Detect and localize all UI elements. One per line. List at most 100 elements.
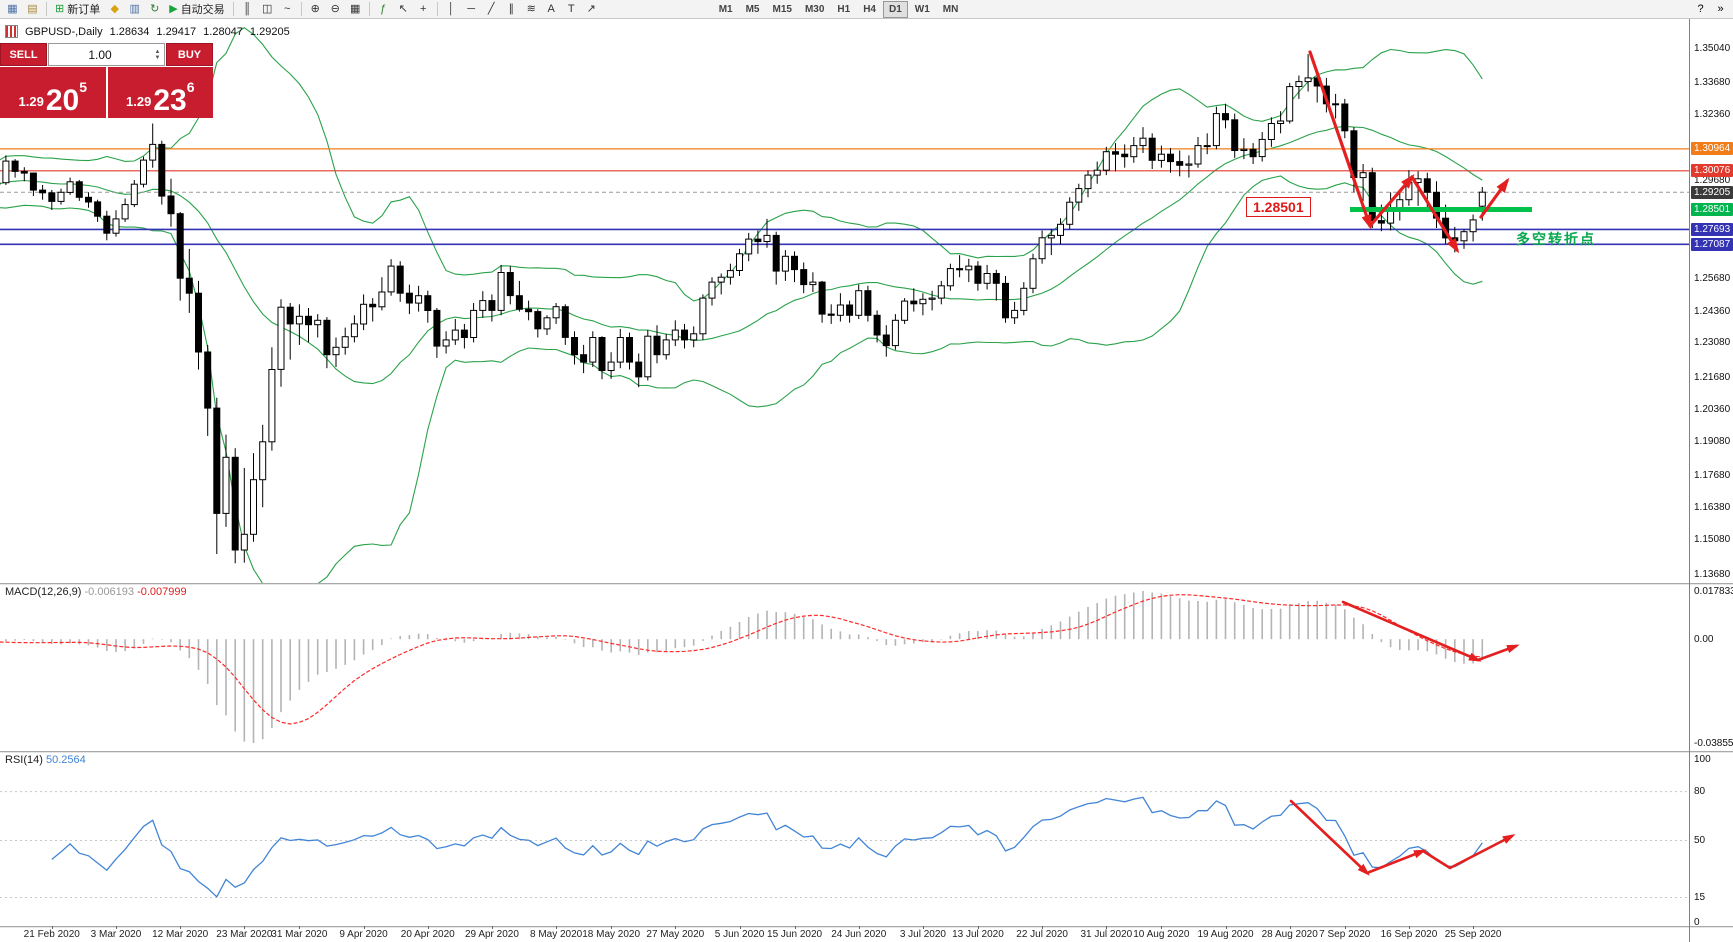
macd-pane xyxy=(0,591,1520,743)
vertical-line-button[interactable]: │ xyxy=(442,1,461,18)
macd-indicator-label: MACD(12,26,9) -0.006193 -0.007999 xyxy=(5,586,187,598)
charts-list-button[interactable]: ▥ xyxy=(125,1,144,18)
time-tick xyxy=(491,926,493,929)
timeframe-button-d1[interactable]: D1 xyxy=(883,0,908,18)
chart-header: GBPUSD-,Daily 1.28634 1.29417 1.28047 1.… xyxy=(5,25,290,38)
main-annotations xyxy=(1308,50,1532,254)
new-order-label: 新订单 xyxy=(67,4,101,16)
timeframe-button-h1[interactable]: H1 xyxy=(831,1,856,18)
bar-chart-button[interactable]: ║ xyxy=(238,1,257,18)
volume-spinner[interactable]: ▲ ▼ xyxy=(151,49,164,61)
buy-button[interactable]: BUY xyxy=(166,43,213,66)
time-label: 3 Jul 2020 xyxy=(899,929,946,940)
price-badge: 1.27693 xyxy=(1691,222,1733,236)
price-level-callout[interactable]: 1.28501 xyxy=(1246,197,1311,217)
pane-dividers xyxy=(0,583,1733,928)
zoom-out-button[interactable]: ⊖ xyxy=(326,1,345,18)
time-label: 31 Mar 2020 xyxy=(271,929,328,940)
line-chart-button[interactable]: ~ xyxy=(278,1,297,18)
time-label: 12 Mar 2020 xyxy=(152,929,209,940)
crosshair-button[interactable]: + xyxy=(414,1,433,18)
sell-price-major: 1.29 xyxy=(18,94,44,109)
new-order-button[interactable]: ⊞ 新订单 xyxy=(51,1,104,18)
charts-list-icon: ▥ xyxy=(129,2,140,15)
refresh-button[interactable]: ↻ xyxy=(145,1,164,18)
buy-price-point: 6 xyxy=(186,79,195,95)
candlestick-chart-button[interactable]: ◫ xyxy=(258,1,277,18)
ohlc-high: 1.29417 xyxy=(156,25,197,38)
price-badge: 1.30076 xyxy=(1691,164,1733,178)
equidistant-channel-button[interactable]: ∥ xyxy=(502,1,521,18)
sell-button[interactable]: SELL xyxy=(0,43,47,66)
fibonacci-button[interactable]: ≋ xyxy=(522,1,541,18)
price-tick: 1.17680 xyxy=(1694,470,1731,482)
rsi-scale-tick: 15 xyxy=(1694,892,1706,904)
trendline-button[interactable]: ╱ xyxy=(482,1,501,18)
trendline-icon: ╱ xyxy=(487,2,495,15)
time-tick xyxy=(1289,926,1291,929)
profiles-button[interactable]: ▤ xyxy=(23,1,42,18)
time-tick xyxy=(1408,926,1410,929)
rsi-scale-tick: 0 xyxy=(1694,916,1700,928)
time-scale[interactable]: 21 Feb 2020 3 Mar 2020 12 Mar 2020 23 Mar 2… xyxy=(0,926,1689,942)
vertical-line-icon: │ xyxy=(447,2,455,15)
tile-windows-button[interactable]: ▦ xyxy=(346,1,365,18)
price-tick: 1.15080 xyxy=(1694,534,1731,546)
expert-advisors-button[interactable]: ◆ xyxy=(105,1,124,18)
arrow-tool-button[interactable]: ↗ xyxy=(582,1,601,18)
price-tick: 1.24360 xyxy=(1694,305,1731,317)
indicators-button[interactable]: ƒ xyxy=(374,1,393,18)
spinner-up-icon[interactable]: ▲ xyxy=(154,48,161,55)
price-tick: 1.32360 xyxy=(1694,109,1731,121)
time-tick xyxy=(611,926,613,929)
horizontal-line-button[interactable]: ─ xyxy=(462,1,481,18)
text-label-button[interactable]: T xyxy=(562,1,581,18)
spinner-down-icon[interactable]: ▼ xyxy=(154,54,161,61)
volume-value: 1.00 xyxy=(88,47,112,62)
buy-price-display[interactable]: 1.29 23 6 xyxy=(107,67,213,118)
new-chart-button[interactable]: ▦ xyxy=(3,1,22,18)
cursor-button[interactable]: ↖ xyxy=(394,1,413,18)
price-tick: 1.20360 xyxy=(1694,404,1731,416)
timeframe-button-w1[interactable]: W1 xyxy=(909,1,936,18)
help-button[interactable]: ? xyxy=(1691,1,1710,18)
zoom-in-button[interactable]: ⊕ xyxy=(306,1,325,18)
arrow-tool-icon: ↗ xyxy=(586,2,596,15)
trade-controls-row: SELL 1.00 ▲ ▼ BUY xyxy=(0,43,213,66)
volume-input[interactable]: 1.00 ▲ ▼ xyxy=(48,43,165,66)
time-label: 3 Mar 2020 xyxy=(90,929,142,940)
time-label: 27 May 2020 xyxy=(646,929,705,940)
price-badge: 1.27087 xyxy=(1691,237,1733,251)
chart-window[interactable]: GBPUSD-,Daily 1.28634 1.29417 1.28047 1.… xyxy=(0,19,1733,942)
timeframe-button-m1[interactable]: M1 xyxy=(713,1,739,18)
sell-price-display[interactable]: 1.29 20 5 xyxy=(0,67,106,118)
timeframe-button-mn[interactable]: MN xyxy=(937,1,965,18)
autotrading-play-button[interactable]: ▶ 自动交易 xyxy=(165,1,228,18)
turning-point-text: 多空转折点 xyxy=(1516,231,1596,247)
timeframe-button-m30[interactable]: M30 xyxy=(799,1,830,18)
new-chart-icon: ▦ xyxy=(7,2,18,15)
rsi-pane xyxy=(0,791,1689,899)
time-tick xyxy=(794,926,796,929)
timeframe-button-m15[interactable]: M15 xyxy=(767,1,798,18)
macd-value: -0.006193 xyxy=(84,586,135,598)
profiles-icon: ▤ xyxy=(27,2,38,15)
text-button[interactable]: A xyxy=(542,1,561,18)
time-tick xyxy=(675,926,677,929)
sell-price-point: 5 xyxy=(79,79,87,95)
toolbar-separator xyxy=(46,2,47,16)
zoom-in-icon: ⊕ xyxy=(310,2,320,15)
rsi-scale-tick: 80 xyxy=(1694,786,1706,798)
price-badge: 1.30964 xyxy=(1691,142,1733,156)
chart-plot[interactable] xyxy=(0,19,1733,942)
price-tick: 1.29680 xyxy=(1694,175,1731,187)
price-tick: 1.35040 xyxy=(1694,43,1731,55)
price-scale[interactable]: 1.35040 1.33680 1.32360 1.29680 1.25680 1.243… xyxy=(1689,19,1733,942)
autotrading-play-icon: ▶ xyxy=(169,2,178,15)
price-tick: 1.16380 xyxy=(1694,502,1731,514)
time-label: 19 Aug 2020 xyxy=(1197,929,1254,940)
toolbar-overflow-button[interactable]: » xyxy=(1711,1,1730,18)
fibonacci-icon: ≋ xyxy=(526,2,536,15)
timeframe-button-m5[interactable]: M5 xyxy=(740,1,766,18)
timeframe-button-h4[interactable]: H4 xyxy=(857,1,882,18)
